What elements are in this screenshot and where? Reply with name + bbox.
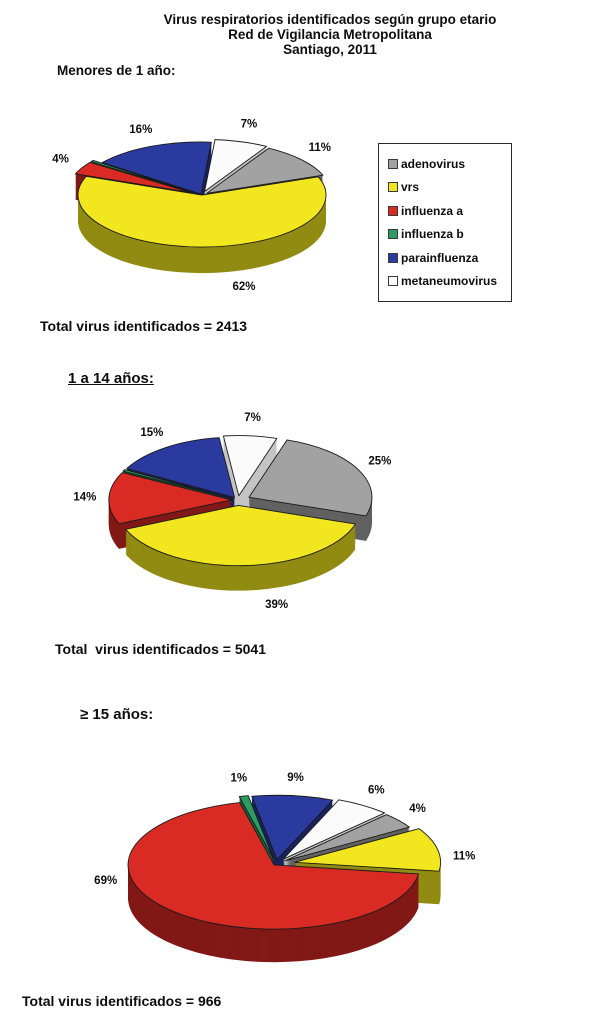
pie-slice-shape — [127, 802, 420, 930]
pie-chart-1-a-14-anos: 25% 39% 14% 15% 7% — [73, 412, 391, 611]
pie-slice-shape — [282, 799, 386, 860]
legend: adenovirus vrs influenza a influenza b parai… — [378, 143, 512, 302]
legend-swatch-icon — [388, 182, 398, 193]
legend-item-label: influenza b — [401, 227, 464, 242]
slice-percentage-label: 16% — [129, 124, 152, 136]
pie-slice-shape — [204, 139, 268, 192]
pie-slice-shape — [284, 814, 410, 862]
total-15-anos-y-mas: Total virus identificados = 966 — [22, 993, 222, 1009]
legend-swatch-icon — [388, 229, 398, 240]
page-title: Virus respiratorios identificados según … — [60, 12, 600, 57]
pie-slice-shape — [74, 161, 192, 193]
slice-percentage-label: 69% — [94, 875, 117, 887]
legend-swatch-icon — [388, 252, 398, 263]
pie-slice-shape — [126, 437, 235, 498]
legend-item-vrs: vrs — [388, 176, 505, 200]
pie-slice-shape — [108, 472, 233, 525]
page-title-line-2: Red de Vigilancia Metropolitana — [228, 27, 432, 42]
pie-slice-shape — [251, 794, 334, 860]
pie-slice-shape — [238, 795, 275, 860]
legend-swatch-icon — [388, 158, 398, 169]
pie-slice-shape — [77, 175, 327, 248]
pie-slice-shape — [294, 828, 442, 872]
pie-slice-shape — [206, 147, 324, 194]
slice-percentage-label: 1% — [230, 773, 247, 785]
legend-item-parainfluenza: parainfluenza — [388, 246, 505, 270]
pie-slice-shape — [90, 159, 193, 193]
pie-slice-shape — [101, 141, 212, 195]
pie-slice-shape — [248, 439, 373, 517]
slice-percentage-label: 62% — [232, 281, 255, 293]
legend-item-label: parainfluenza — [401, 250, 479, 265]
pie-chart-15-anos-y-mas: 4% 11% 69% 1% 9% 6% — [94, 772, 475, 963]
slice-percentage-label: 9% — [287, 772, 304, 784]
legend-item-label: adenovirus — [401, 156, 466, 171]
slice-percentage-label: 25% — [368, 456, 391, 468]
pie-slice-shape — [239, 798, 274, 862]
page-title-line-3: Santiago, 2011 — [283, 42, 377, 57]
slice-percentage-label: 14% — [73, 491, 96, 503]
section-title-menores-1-ano: Menores de 1 año: — [57, 63, 176, 78]
slice-percentage-label: 39% — [265, 599, 288, 611]
legend-item-label: vrs — [401, 180, 420, 195]
slice-percentage-label: 4% — [52, 153, 69, 165]
legend-item-label: metaneumovirus — [401, 274, 498, 289]
total-1-a-14-anos: Total virus identificados = 5041 — [55, 641, 266, 657]
section-title-1-a-14-anos: 1 a 14 años: — [68, 370, 154, 387]
legend-item-influenza-b: influenza b — [388, 223, 505, 247]
pie-slice-shape — [239, 797, 274, 861]
slice-percentage-label: 6% — [368, 784, 385, 796]
page-title-line-1: Virus respiratorios identificados según … — [163, 12, 497, 27]
pie-slice-shape — [125, 504, 356, 567]
slice-percentage-label: 7% — [241, 119, 258, 131]
legend-item-label: influenza a — [401, 203, 464, 218]
legend-item-influenza-a: influenza a — [388, 199, 505, 223]
pie-slice-shape — [122, 469, 234, 500]
total-menores-1-ano: Total virus identificados = 2413 — [40, 318, 248, 334]
legend-swatch-icon — [388, 276, 398, 287]
slice-percentage-label: 15% — [140, 427, 163, 439]
pie-slice-shape — [222, 435, 278, 497]
section-title-15-anos-y-mas: ≥ 15 años: — [80, 706, 154, 723]
slice-percentage-label: 7% — [244, 412, 261, 424]
slice-percentage-label: 11% — [453, 851, 475, 863]
legend-item-adenovirus: adenovirus — [388, 152, 505, 176]
pie-slice-shape — [239, 799, 274, 863]
pie-chart-menores-1-ano: 11% 62% 4% 16% 7% — [52, 119, 331, 294]
legend-item-metaneumovirus: metaneumovirus — [388, 270, 505, 294]
slice-percentage-label: 4% — [409, 803, 426, 815]
legend-swatch-icon — [388, 205, 398, 216]
slice-percentage-label: 11% — [309, 142, 331, 154]
